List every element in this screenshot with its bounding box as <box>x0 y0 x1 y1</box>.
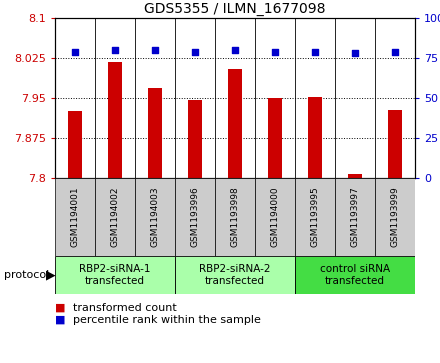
Point <box>111 47 118 53</box>
Bar <box>295 178 335 256</box>
Bar <box>55 178 95 256</box>
Bar <box>135 178 175 256</box>
Bar <box>55 256 175 294</box>
Bar <box>268 98 282 178</box>
Text: GSM1194002: GSM1194002 <box>110 187 120 247</box>
Point <box>271 49 279 54</box>
Bar <box>175 256 295 294</box>
Text: GSM1194001: GSM1194001 <box>70 187 80 247</box>
Bar <box>175 178 215 256</box>
Text: control siRNA
transfected: control siRNA transfected <box>320 264 390 286</box>
Bar <box>148 89 162 178</box>
Bar <box>108 62 122 178</box>
Bar <box>375 178 415 256</box>
Text: protocol: protocol <box>4 270 53 280</box>
Text: GSM1194000: GSM1194000 <box>271 187 279 247</box>
Text: GSM1193996: GSM1193996 <box>191 187 199 247</box>
Point <box>392 49 399 54</box>
Bar <box>295 256 415 294</box>
Text: GSM1193997: GSM1193997 <box>351 187 359 247</box>
Text: GSM1193995: GSM1193995 <box>311 187 319 247</box>
Bar <box>255 178 295 256</box>
Text: GSM1194003: GSM1194003 <box>150 187 160 247</box>
Text: percentile rank within the sample: percentile rank within the sample <box>73 315 260 325</box>
Bar <box>68 111 82 178</box>
Text: transformed count: transformed count <box>73 303 176 313</box>
Text: RBP2-siRNA-1
transfected: RBP2-siRNA-1 transfected <box>79 264 151 286</box>
Point <box>231 47 238 53</box>
Text: ■: ■ <box>55 315 66 325</box>
Point <box>151 47 158 53</box>
Bar <box>388 110 402 178</box>
Point <box>312 49 319 54</box>
Bar <box>348 174 362 178</box>
Bar <box>95 178 135 256</box>
Point <box>191 49 198 54</box>
Text: ■: ■ <box>55 303 66 313</box>
Point <box>71 49 78 54</box>
Text: RBP2-siRNA-2
transfected: RBP2-siRNA-2 transfected <box>199 264 271 286</box>
Text: ▶: ▶ <box>46 269 56 281</box>
Bar <box>188 99 202 178</box>
Bar <box>215 178 255 256</box>
Point <box>352 50 359 56</box>
Text: GSM1193999: GSM1193999 <box>391 187 400 247</box>
Title: GDS5355 / ILMN_1677098: GDS5355 / ILMN_1677098 <box>144 1 326 16</box>
Bar <box>308 97 322 178</box>
Bar <box>335 178 375 256</box>
Text: GSM1193998: GSM1193998 <box>231 187 239 247</box>
Bar <box>228 69 242 178</box>
